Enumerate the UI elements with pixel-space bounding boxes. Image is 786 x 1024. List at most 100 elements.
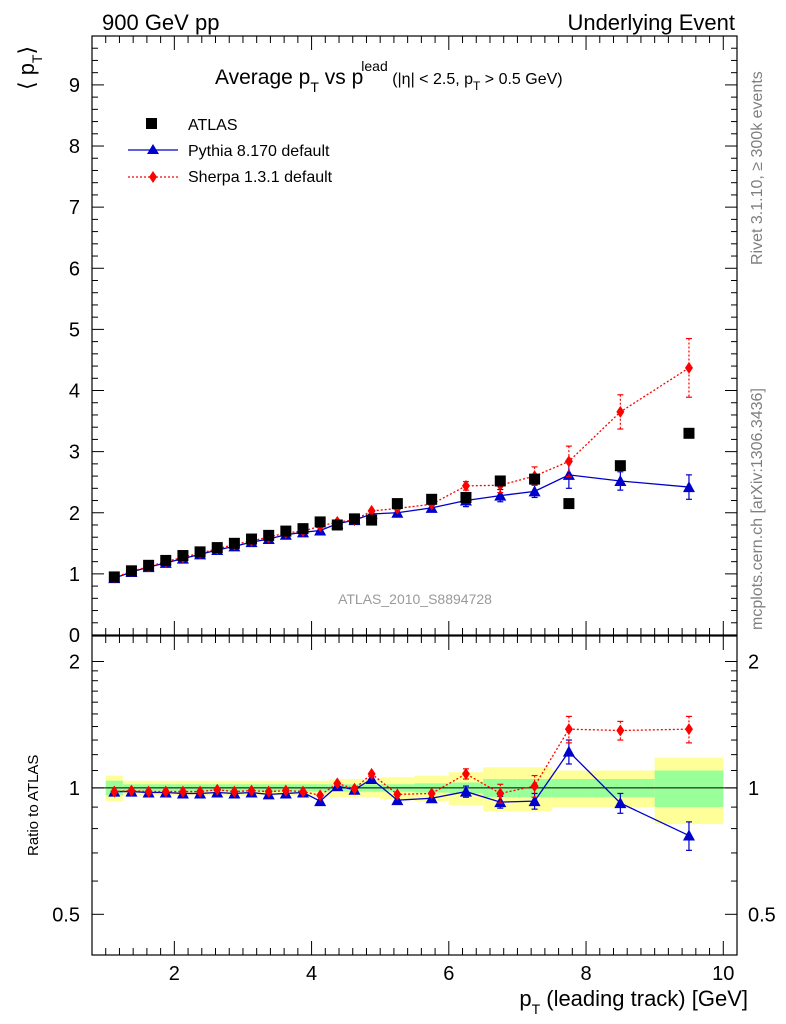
ratio-ytick-label-left: 0.5: [52, 904, 80, 926]
ratio-series: [108, 715, 695, 851]
atlas-main-point: [211, 542, 223, 554]
header-left: 900 GeV pp: [102, 10, 219, 35]
main-frame: [91, 35, 738, 636]
mcplots-label: mcplots.cern.ch [arXiv:1306.3436]: [749, 388, 766, 630]
x-tick-label: 2: [169, 963, 180, 985]
title-sub1: T: [310, 79, 319, 95]
sherpa-main-point: [367, 504, 376, 517]
legend-sherpa-marker: [149, 171, 157, 183]
sherpa-ratio-point: [298, 785, 307, 798]
pythia-main-line: [114, 474, 690, 579]
atlas-main-point: [194, 546, 206, 558]
pythia-main-point: [614, 474, 627, 486]
sherpa-ratio-point: [316, 789, 325, 802]
atlas-main-point: [683, 427, 695, 439]
plot-title: Average pT vs plead (|η| < 2.5, pT > 0.5…: [215, 58, 563, 95]
main-axis-ticks: [92, 36, 737, 636]
main-ytick-label: 9: [69, 75, 80, 97]
title-part2: vs p: [319, 66, 363, 89]
atlas-main-point: [529, 473, 541, 485]
ratio-panel: 0.5 0.5 1 1 2 2 2 4 6 8 10: [52, 635, 776, 985]
x-tick-label: 6: [443, 963, 454, 985]
sherpa-ratio-point: [196, 785, 205, 798]
sherpa-ratio-point: [127, 784, 136, 797]
ratio-ytick-label-left: 1: [69, 778, 80, 800]
sherpa-ratio-point: [178, 785, 187, 798]
sherpa-ratio-point: [281, 784, 290, 797]
legend-sherpa-label: Sherpa 1.3.1 default: [188, 169, 333, 186]
sherpa-ratio-point: [110, 785, 119, 798]
atlas-main-point: [426, 493, 438, 505]
x-axis-label: pT (leading track) [GeV]: [519, 986, 748, 1017]
xlabel-sub: T: [532, 1001, 541, 1017]
atlas-main-point: [246, 533, 258, 545]
ratio-ytick-label-right: 0.5: [748, 904, 776, 926]
xlabel-p: p: [519, 986, 531, 1011]
atlas-main-point: [331, 519, 343, 531]
pythia-main-point: [682, 481, 695, 493]
sherpa-ratio-point: [213, 783, 222, 796]
legend: ATLAS Pythia 8.170 default Sherpa 1.3.1 …: [128, 117, 333, 186]
x-tick-label: 10: [712, 963, 734, 985]
legend-atlas-label: ATLAS: [188, 117, 238, 134]
sherpa-ratio-point: [616, 724, 625, 737]
ylabel-close: ⟩: [14, 46, 39, 55]
main-ytick-label: 5: [69, 319, 80, 341]
sherpa-ratio-point: [144, 785, 153, 798]
ratio-ytick-label-left: 2: [69, 651, 80, 673]
ratio-ytick-label-right: 1: [748, 778, 759, 800]
atlas-main-point: [143, 559, 155, 571]
title-sub3: T: [473, 79, 481, 93]
main-ytick-label: 1: [69, 564, 80, 586]
atlas-main-point: [563, 498, 575, 510]
pythia-ratio-point: [459, 785, 472, 797]
sherpa-main-line: [114, 367, 690, 579]
main-series: [108, 337, 695, 584]
atlas-main-point: [228, 537, 240, 549]
rivet-label: Rivet 3.1.10, ≥ 300k events: [749, 71, 766, 265]
atlas-main-point: [366, 514, 378, 526]
ylabel-sub: T: [29, 54, 45, 63]
ratio-ytick-label-right: 2: [748, 651, 759, 673]
title-part1: Average p: [215, 66, 310, 89]
main-ytick-label: 2: [69, 503, 80, 525]
pythia-main-point: [528, 485, 541, 497]
main-ytick-labels: 0 1 2 3 4 5 6 7 8 9: [69, 75, 80, 647]
x-tick-labels: 2 4 6 8 10: [169, 963, 735, 985]
title-part4: > 0.5 GeV): [480, 71, 562, 88]
pythia-main-point: [494, 489, 507, 501]
sherpa-ratio-point: [333, 777, 342, 790]
legend-pythia-label: Pythia 8.170 default: [188, 143, 330, 160]
atlas-main-point: [348, 513, 360, 525]
title-part3: (|η| < 2.5, p: [388, 71, 473, 88]
main-ytick-label: 7: [69, 197, 80, 219]
atlas-main-point: [614, 460, 626, 472]
main-ylabel: ⟨ pT⟩: [14, 46, 45, 90]
sherpa-ratio-point: [161, 785, 170, 798]
main-ytick-label: 6: [69, 258, 80, 280]
atlas-main-point: [460, 491, 472, 503]
sherpa-main-point: [616, 405, 625, 418]
sherpa-ratio-point: [393, 788, 402, 801]
legend-pythia-marker: [147, 144, 159, 154]
pythia-ratio-point: [614, 797, 627, 809]
ratio-band-inner: [654, 770, 724, 808]
ratio-ytick-labels: 0.5 0.5 1 1 2 2: [52, 651, 776, 926]
sherpa-ratio-point: [264, 785, 273, 798]
main-ytick-label: 3: [69, 442, 80, 464]
header-right: Underlying Event: [567, 10, 735, 35]
sherpa-ratio-point: [427, 787, 436, 800]
ratio-frame: [91, 635, 738, 956]
atlas-main-point: [297, 523, 309, 535]
sherpa-ratio-point: [564, 723, 573, 736]
sherpa-ratio-point: [684, 723, 693, 736]
atlas-main-point: [177, 550, 189, 562]
title-sup2: lead: [361, 58, 387, 74]
xlabel-rest: (leading track) [GeV]: [540, 986, 748, 1011]
sherpa-main-point: [564, 455, 573, 468]
sherpa-main-point: [461, 479, 470, 492]
atlas-main-point: [494, 475, 506, 487]
legend-atlas-marker: [146, 118, 157, 129]
atlas-main-point: [263, 529, 275, 541]
